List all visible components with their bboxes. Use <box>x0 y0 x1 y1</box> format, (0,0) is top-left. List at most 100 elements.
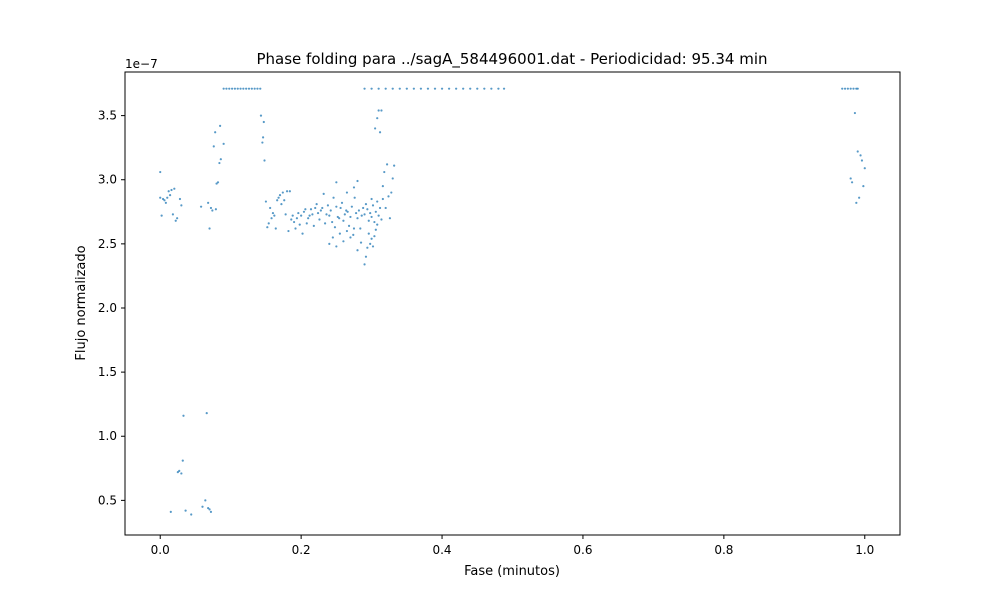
data-point <box>483 87 486 90</box>
data-point <box>287 229 290 233</box>
data-point <box>298 223 301 226</box>
data-point <box>356 179 359 183</box>
data-point <box>321 206 324 210</box>
data-point <box>302 210 306 213</box>
data-point <box>259 87 262 90</box>
data-point <box>360 214 363 217</box>
data-point <box>215 182 218 185</box>
data-point <box>391 177 394 180</box>
data-point <box>230 87 234 90</box>
data-point <box>352 227 356 230</box>
data-point <box>163 199 166 202</box>
data-point <box>426 87 430 90</box>
data-point <box>214 208 217 211</box>
data-point <box>262 120 265 124</box>
data-point <box>322 192 325 195</box>
data-point <box>256 87 259 90</box>
data-point <box>335 205 338 208</box>
data-point <box>405 87 408 90</box>
data-point <box>159 196 162 199</box>
data-point <box>359 241 363 244</box>
data-point <box>305 222 308 225</box>
data-point <box>440 87 444 90</box>
data-point <box>353 196 356 199</box>
y-tick-label: 1.0 <box>98 429 117 443</box>
data-point <box>285 190 289 193</box>
data-point <box>393 164 396 167</box>
data-point <box>356 249 359 252</box>
data-point <box>388 217 392 220</box>
y-tick-label: 2.0 <box>98 301 117 315</box>
data-point <box>332 196 335 199</box>
data-point <box>374 127 377 130</box>
data-point <box>181 459 184 462</box>
data-point <box>283 199 286 202</box>
data-point <box>846 87 849 90</box>
x-tick-label: 0.6 <box>573 543 592 557</box>
data-point <box>250 87 253 90</box>
data-point <box>291 214 294 217</box>
data-point <box>161 197 165 201</box>
data-point <box>863 167 866 170</box>
data-point <box>412 87 415 90</box>
data-point <box>347 224 351 228</box>
data-point <box>242 87 245 90</box>
data-point <box>316 211 320 215</box>
data-point <box>204 499 207 502</box>
data-point <box>160 214 163 217</box>
data-point <box>352 186 356 189</box>
data-point <box>350 205 353 208</box>
data-point <box>378 131 382 134</box>
data-point <box>345 209 348 212</box>
data-point <box>308 214 311 217</box>
x-tick-label: 0.0 <box>151 543 170 557</box>
data-point <box>376 223 379 226</box>
data-point <box>497 87 500 90</box>
data-point <box>343 213 346 216</box>
data-point <box>211 209 214 212</box>
data-point <box>301 232 304 235</box>
data-point <box>208 508 211 511</box>
data-point <box>304 208 307 211</box>
data-point <box>843 87 847 90</box>
data-point <box>376 200 379 203</box>
y-tick-label: 2.5 <box>98 237 117 251</box>
data-point <box>340 201 344 204</box>
data-point <box>380 109 383 112</box>
data-point <box>447 87 451 90</box>
y-tick-label: 3.5 <box>98 109 117 123</box>
data-point <box>377 109 380 112</box>
data-point <box>259 114 263 117</box>
data-point <box>261 136 265 139</box>
data-point <box>276 199 279 202</box>
data-point <box>387 195 390 198</box>
data-point <box>371 204 375 207</box>
data-point <box>349 215 352 219</box>
data-point <box>199 205 203 208</box>
x-tick-label: 0.4 <box>432 543 451 557</box>
data-point <box>849 177 852 180</box>
data-point <box>261 141 264 144</box>
data-point <box>280 203 283 206</box>
data-point <box>374 228 377 231</box>
data-point <box>357 209 361 212</box>
data-point <box>207 506 210 510</box>
data-point <box>490 87 493 90</box>
x-axis: 0.0 0.2 0.4 0.6 0.8 1.0 <box>151 535 874 557</box>
data-point <box>369 211 372 215</box>
data-point <box>369 242 372 245</box>
y-tick-label: 1.5 <box>98 365 117 379</box>
data-point <box>345 191 349 194</box>
data-point <box>855 201 858 204</box>
data-point <box>180 472 183 475</box>
data-point <box>176 471 179 474</box>
y-tick-label: 0.5 <box>98 493 117 507</box>
data-point <box>264 200 268 203</box>
data-point <box>326 204 330 207</box>
data-point <box>381 197 384 201</box>
data-point <box>367 219 370 222</box>
data-point <box>318 218 321 221</box>
data-point <box>364 203 368 206</box>
data-point <box>328 242 331 245</box>
y-scale-label: 1e−7 <box>125 57 158 71</box>
